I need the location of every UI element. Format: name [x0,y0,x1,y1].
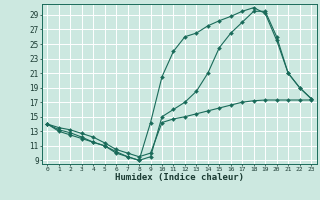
X-axis label: Humidex (Indice chaleur): Humidex (Indice chaleur) [115,173,244,182]
